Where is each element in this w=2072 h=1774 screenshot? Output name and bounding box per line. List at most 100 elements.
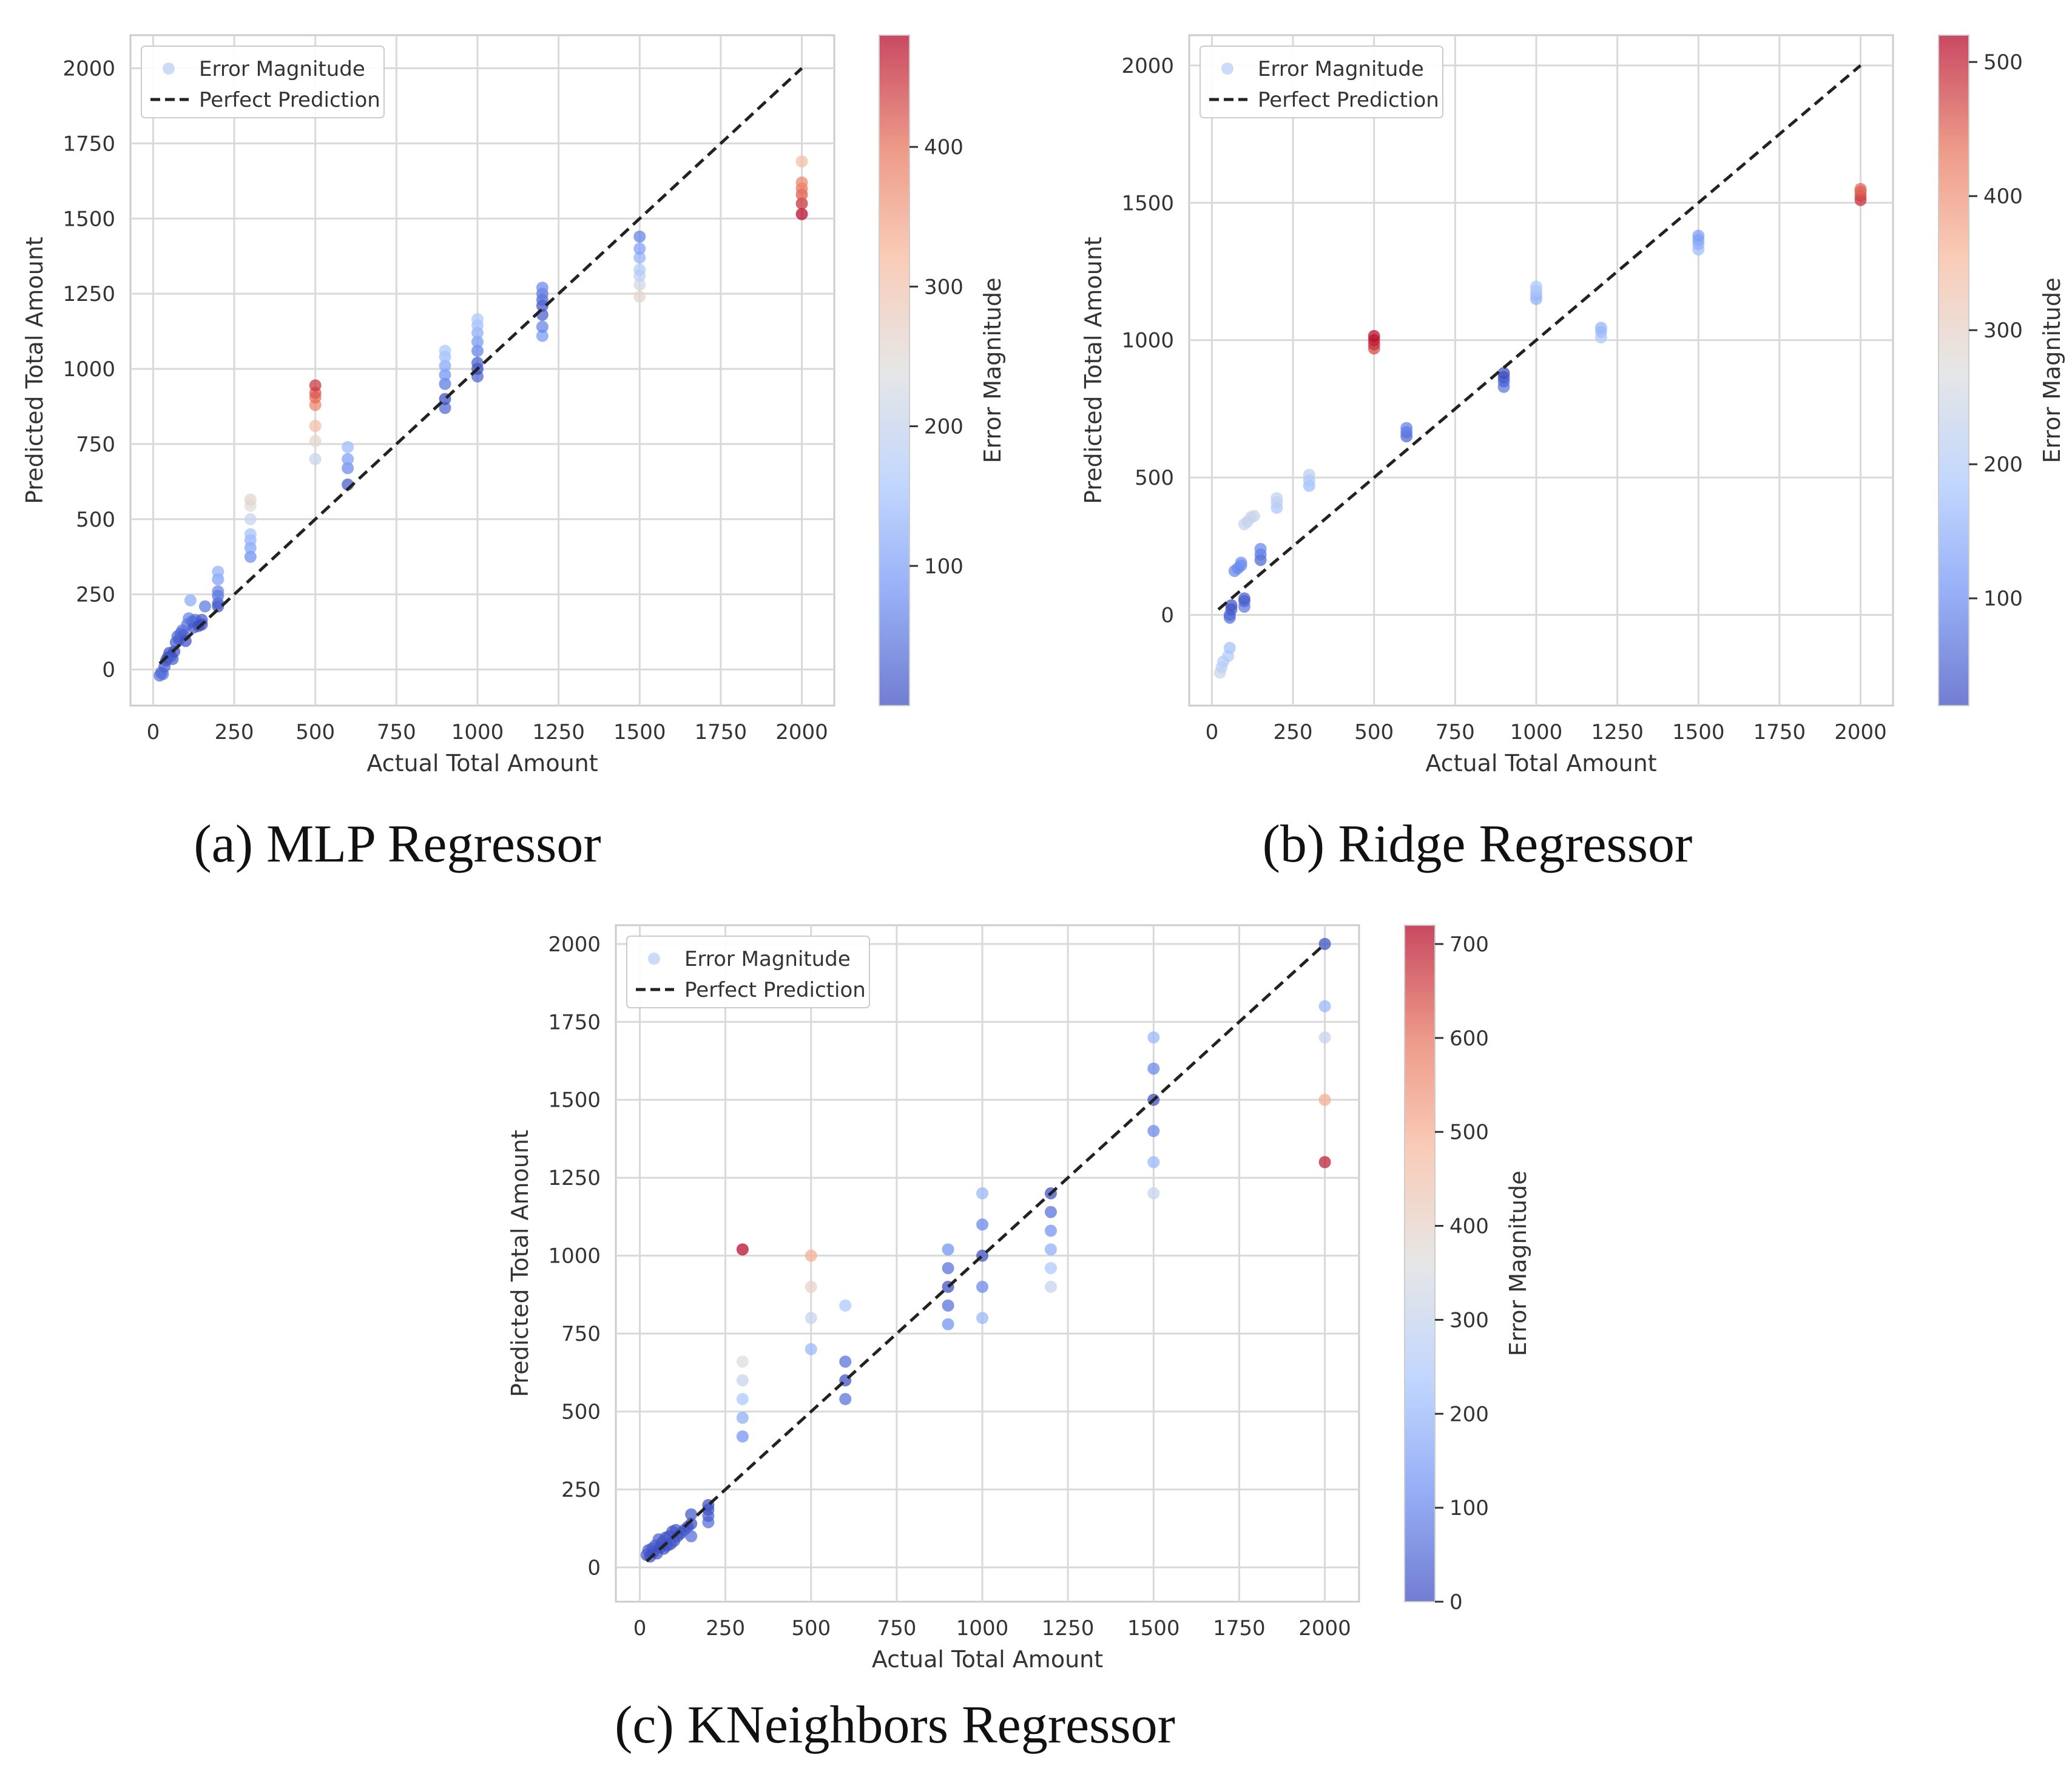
y-tick-label: 0 — [587, 1556, 601, 1580]
data-point — [976, 1218, 989, 1231]
x-tick-label: 500 — [1354, 720, 1394, 744]
data-point — [439, 402, 451, 414]
y-tick-label: 1500 — [548, 1088, 601, 1113]
y-axis-label: Predicted Total Amount — [1080, 237, 1107, 504]
data-point — [736, 1430, 749, 1443]
data-point — [1147, 1156, 1160, 1169]
data-point — [439, 377, 451, 390]
x-tick-label: 1250 — [1591, 720, 1644, 744]
y-tick-label: 0 — [1161, 604, 1174, 628]
x-axis-label: Actual Total Amount — [1425, 750, 1656, 777]
y-axis-label: Predicted Total Amount — [21, 237, 48, 504]
legend-marker-error — [1221, 62, 1233, 75]
data-point — [1225, 599, 1238, 612]
y-tick-label: 1750 — [62, 132, 115, 156]
plot-area — [615, 924, 1360, 1603]
y-tick-label: 500 — [1135, 466, 1174, 490]
data-point — [1247, 510, 1260, 522]
data-point — [1223, 641, 1236, 654]
colorbar-tick-label: 100 — [1449, 1496, 1489, 1520]
data-point — [212, 585, 224, 598]
colorbar-tick-label: 400 — [1449, 1215, 1489, 1239]
x-tick-label: 750 — [377, 720, 416, 744]
data-point — [736, 1393, 749, 1406]
data-point — [536, 329, 548, 342]
colorbar-tick-label: 400 — [1983, 184, 2023, 209]
colorbar-tick-label: 300 — [1983, 319, 2023, 343]
x-tick-label: 0 — [1206, 720, 1219, 744]
data-point — [942, 1243, 954, 1256]
x-tick-label: 1000 — [956, 1616, 1009, 1641]
data-point — [471, 345, 484, 357]
data-point — [795, 155, 808, 168]
data-point — [736, 1355, 749, 1368]
legend-label-perfect: Perfect Prediction — [199, 88, 380, 112]
data-point — [633, 251, 646, 264]
legend-marker-error — [648, 953, 660, 965]
data-point — [1147, 1062, 1160, 1075]
data-point — [1318, 937, 1331, 950]
x-tick-label: 1500 — [1127, 1616, 1180, 1641]
data-point — [736, 1411, 749, 1424]
y-tick-label: 1000 — [548, 1244, 601, 1269]
legend-box — [141, 46, 385, 118]
data-point — [1271, 492, 1283, 505]
data-point — [805, 1343, 817, 1355]
x-axis-label: Actual Total Amount — [366, 750, 598, 777]
y-tick-label: 2000 — [62, 57, 115, 81]
y-tick-label: 750 — [76, 433, 115, 457]
x-tick-label: 1750 — [1213, 1616, 1266, 1641]
data-point — [839, 1299, 852, 1312]
colorbar-tick-label: 0 — [1449, 1590, 1463, 1614]
colorbar-tick-label: 200 — [924, 415, 963, 439]
x-tick-label: 750 — [1436, 720, 1475, 744]
colorbar-tick-label: 400 — [924, 135, 963, 160]
y-tick-label: 750 — [561, 1322, 601, 1346]
legend-box — [1200, 46, 1443, 118]
data-point — [1530, 280, 1542, 293]
perfect-prediction-line — [1217, 64, 1862, 611]
colorbar-tick-label: 200 — [1449, 1402, 1489, 1426]
data-point — [198, 600, 211, 613]
data-point — [1044, 1224, 1057, 1237]
data-point — [244, 528, 257, 541]
x-tick-label: 500 — [791, 1616, 831, 1641]
data-point — [1318, 1000, 1331, 1013]
data-point — [942, 1318, 954, 1330]
data-point — [1147, 1187, 1160, 1199]
data-point — [805, 1249, 817, 1262]
y-tick-label: 2000 — [1121, 54, 1174, 78]
data-point — [1238, 592, 1250, 605]
colorbar-tick-label: 100 — [1983, 587, 2023, 611]
colorbar — [1938, 35, 1969, 706]
data-point — [795, 207, 808, 220]
y-tick-label: 1500 — [1121, 191, 1174, 215]
data-point — [736, 1243, 749, 1256]
x-tick-label: 1250 — [532, 720, 585, 744]
y-axis-label: Predicted Total Amount — [507, 1130, 533, 1397]
legend-marker-error — [163, 62, 175, 75]
panel-caption: (a) MLP Regressor — [194, 815, 601, 874]
data-point — [976, 1187, 989, 1199]
data-point — [805, 1312, 817, 1324]
data-point — [309, 420, 322, 433]
colorbar — [879, 35, 910, 706]
data-point — [1044, 1262, 1057, 1275]
data-point — [1147, 1125, 1160, 1138]
data-point — [471, 357, 484, 369]
legend-box — [626, 936, 870, 1008]
panel-caption: (b) Ridge Regressor — [1263, 815, 1693, 874]
y-tick-label: 1250 — [548, 1166, 601, 1190]
data-point — [1400, 422, 1413, 434]
colorbar-tick-label: 700 — [1449, 933, 1489, 957]
colorbar-tick-label: 300 — [924, 275, 963, 299]
data-point — [685, 1517, 698, 1530]
y-tick-label: 0 — [102, 658, 115, 683]
x-tick-label: 1250 — [1042, 1616, 1095, 1641]
data-point — [536, 282, 548, 294]
colorbar-label: Error Magnitude — [979, 277, 1006, 463]
x-tick-label: 250 — [1274, 720, 1313, 744]
data-point — [1044, 1281, 1057, 1293]
data-point — [1318, 1156, 1331, 1169]
legend-label-perfect: Perfect Prediction — [684, 978, 866, 1002]
